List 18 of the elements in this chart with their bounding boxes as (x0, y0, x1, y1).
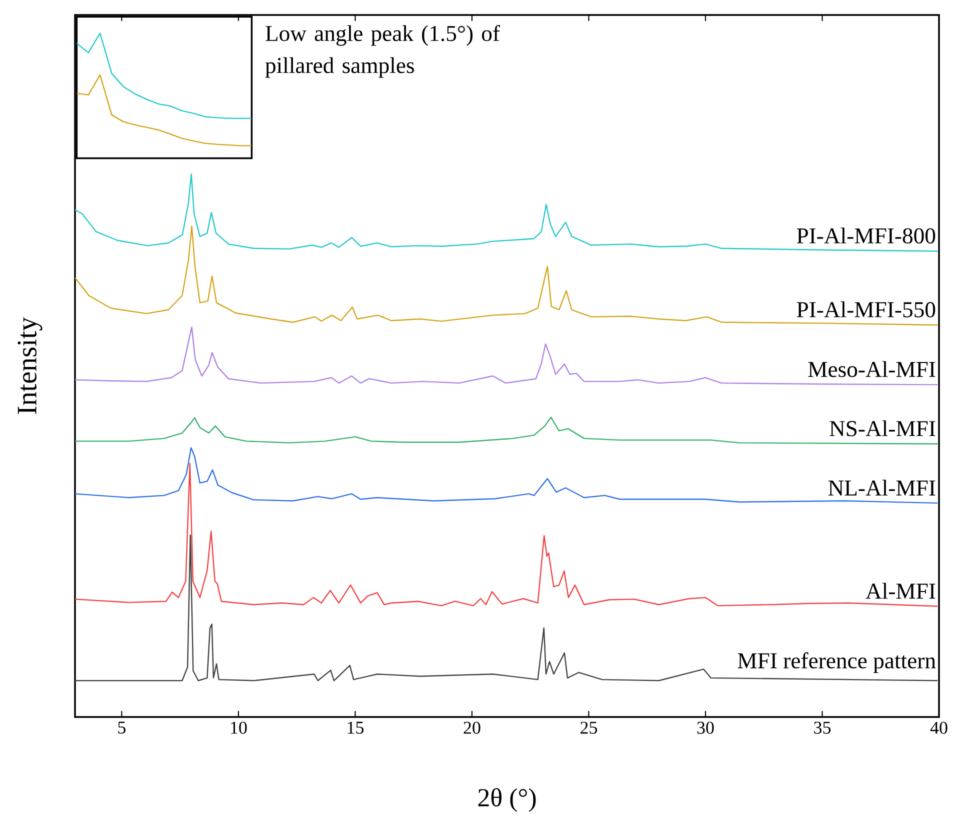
x-axis-title: 2θ (°) (478, 788, 536, 812)
x-tick-label: 10 (231, 722, 247, 734)
series-label: Meso-Al-MFI (808, 361, 936, 378)
x-tick-label: 40 (930, 722, 948, 734)
x-tick-label: 5 (118, 722, 126, 734)
text: Low angle peak (1.5°) of pillared samples (265, 24, 500, 78)
series-label: Al-MFI (866, 582, 936, 599)
series-label: PI-Al-MFI-550 (796, 301, 936, 318)
x-tick-label: 20 (464, 722, 480, 734)
y-axis-title: Intensity (18, 317, 42, 414)
series-label: NL-Al-MFI (828, 480, 936, 496)
x-tick-label: 35 (814, 722, 831, 734)
series-label: NS-Al-MFI (830, 420, 936, 436)
x-tick-label: 25 (580, 722, 598, 734)
series-label: MFI reference pattern (738, 652, 936, 674)
series-label: PI-Al-MFI-800 (796, 228, 936, 244)
x-tick-label: 30 (697, 722, 714, 734)
x-tick-label: 15 (348, 722, 364, 734)
